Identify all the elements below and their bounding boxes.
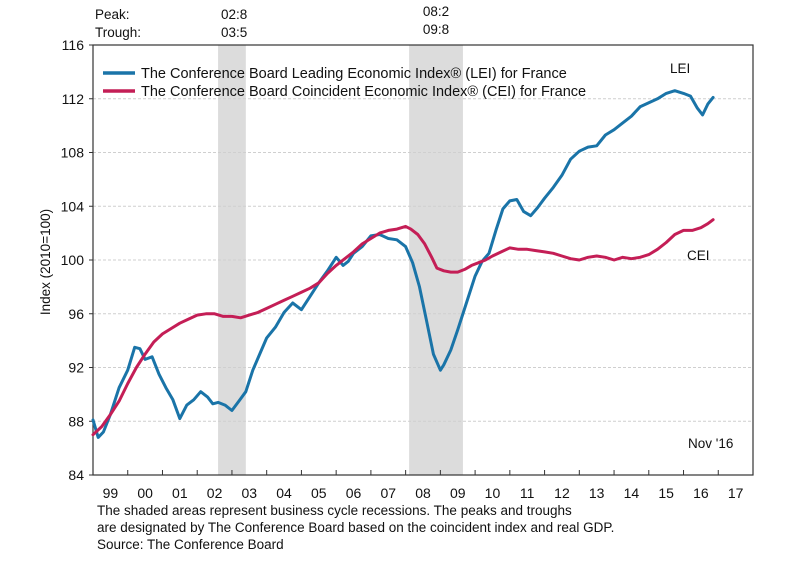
x-tick-label: 05 xyxy=(311,485,327,501)
y-tick-label: 104 xyxy=(61,198,85,214)
footnote-line-2: are designated by The Conference Board b… xyxy=(97,520,615,535)
x-tick-label: 02 xyxy=(207,485,223,501)
series-line-lei xyxy=(91,89,715,439)
x-tick-label: 09 xyxy=(450,485,466,501)
recession-2-trough: 09:8 xyxy=(423,22,449,37)
x-tick-label: 14 xyxy=(624,485,640,501)
footnote-source: Source: The Conference Board xyxy=(97,537,284,552)
y-tick-label: 112 xyxy=(62,91,85,107)
y-tick-label: 92 xyxy=(68,360,84,376)
footnote-line-1: The shaded areas represent business cycl… xyxy=(97,503,572,518)
x-tick-label: 11 xyxy=(520,485,535,501)
x-tick-label: 06 xyxy=(346,485,362,501)
y-tick-label: 96 xyxy=(68,306,84,322)
x-tick-label: 16 xyxy=(693,485,709,501)
x-tick-label: 99 xyxy=(103,485,119,501)
x-tick-label: 03 xyxy=(242,485,258,501)
recession-1-trough: 03:5 xyxy=(221,25,247,40)
x-tick-label: 01 xyxy=(172,485,188,501)
x-tick-label: 00 xyxy=(137,485,153,501)
date-annotation: Nov '16 xyxy=(688,436,733,451)
y-tick-label: 100 xyxy=(61,252,85,268)
x-tick-label: 10 xyxy=(485,485,501,501)
trough-header-label: Trough: xyxy=(95,25,141,40)
gridlines xyxy=(93,98,753,422)
peak-header-label: Peak: xyxy=(95,7,130,22)
y-tick-label: 84 xyxy=(68,467,84,483)
x-tick-label: 07 xyxy=(380,485,396,501)
x-tick-label: 08 xyxy=(415,485,431,501)
plot-frame xyxy=(92,44,754,476)
x-tick-label: 04 xyxy=(276,485,292,501)
y-tick-label: 116 xyxy=(62,37,85,53)
legend-label-cei: The Conference Board Coincident Economic… xyxy=(141,84,586,100)
x-tick-label: 17 xyxy=(728,485,744,501)
series-lines xyxy=(91,89,715,439)
x-tick-label: 15 xyxy=(658,485,674,501)
axes: 84 88 92 96 100 104 108 112 116 99 00 01 02 03 04 05 06 0… xyxy=(61,37,754,501)
legend: The Conference Board Leading Economic In… xyxy=(103,66,586,100)
recession-1-peak: 02:8 xyxy=(221,7,247,22)
x-tick-label: 12 xyxy=(554,485,570,501)
recession-2-peak: 08:2 xyxy=(423,4,449,19)
chart: 84 88 92 96 100 104 108 112 116 99 00 01 02 03 04 05 06 0… xyxy=(38,4,754,501)
cei-annotation: CEI xyxy=(687,248,710,263)
y-axis-label: Index (2010=100) xyxy=(38,209,53,315)
lei-annotation: LEI xyxy=(670,61,690,76)
legend-label-lei: The Conference Board Leading Economic In… xyxy=(141,66,567,82)
series-line-cei xyxy=(91,218,715,437)
y-tick-label: 108 xyxy=(61,145,85,161)
y-tick-label: 88 xyxy=(68,413,84,429)
x-tick-label: 13 xyxy=(589,485,605,501)
